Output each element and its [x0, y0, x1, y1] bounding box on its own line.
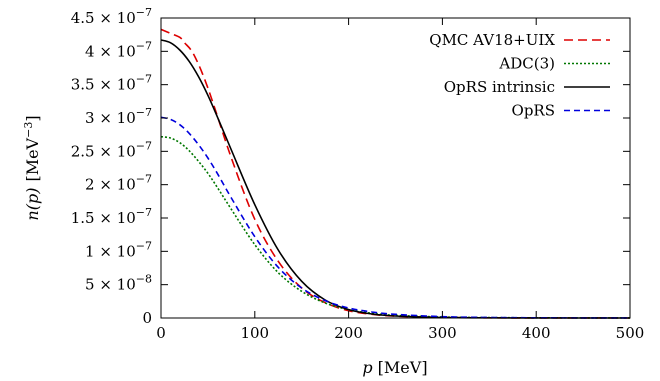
- y-axis-unit-close: ]: [23, 115, 42, 121]
- series-line-adc-3: [160, 135, 631, 319]
- axis-tick-labels: 0 100 200 300 400 500 0 5 × 10−8 1 × 10−7 1.5 × 1…: [71, 6, 645, 342]
- plot-frame: [160, 17, 631, 319]
- x-tick-label: 0: [156, 324, 166, 342]
- series-line-qmc-av18-uix: [160, 28, 631, 319]
- y-tick-label: 5 × 10−8: [85, 273, 152, 294]
- legend: QMC AV18+UIX ADC(3) OpRS intrinsic OpRS: [429, 31, 610, 120]
- y-axis-title: n(p) [MeV−3]: [22, 115, 42, 220]
- y-axis-variable: n(p): [23, 188, 42, 221]
- x-tick-label: 300: [428, 324, 457, 342]
- y-tick-label: 3 × 10−7: [85, 106, 152, 127]
- y-tick-label: 4.5 × 10−7: [71, 6, 152, 27]
- y-axis-unit-base: [MeV: [23, 137, 42, 181]
- legend-label-adc-3: ADC(3): [498, 55, 555, 73]
- x-tick-label: 400: [522, 324, 551, 342]
- legend-label-oprs-intrinsic: OpRS intrinsic: [444, 78, 555, 96]
- x-tick-label: 200: [334, 324, 363, 342]
- series-line-oprs-intrinsic: [160, 39, 631, 319]
- y-tick-label: 2.5 × 10−7: [71, 139, 152, 160]
- legend-label-oprs: OpRS: [512, 102, 555, 120]
- y-tick-label: 1.5 × 10−7: [71, 206, 152, 227]
- y-tick-label: 0: [142, 309, 152, 327]
- x-axis-unit: [MeV]: [378, 358, 428, 377]
- y-tick-label: 1 × 10−7: [85, 239, 152, 260]
- series-line-oprs: [160, 116, 631, 319]
- series-curves: [160, 28, 631, 319]
- x-axis-title: p [MeV]: [362, 358, 427, 377]
- legend-label-qmc-av18-uix: QMC AV18+UIX: [429, 31, 555, 49]
- x-tick-label: 500: [616, 324, 645, 342]
- y-tick-label: 4 × 10−7: [85, 39, 152, 60]
- x-tick-label: 100: [240, 324, 269, 342]
- y-tick-label: 2 × 10−7: [85, 173, 152, 194]
- y-axis-unit-exponent: −3: [22, 122, 35, 138]
- y-tick-label: 3.5 × 10−7: [71, 73, 152, 94]
- x-axis-variable: p: [362, 358, 372, 377]
- axis-ticks: [160, 17, 631, 319]
